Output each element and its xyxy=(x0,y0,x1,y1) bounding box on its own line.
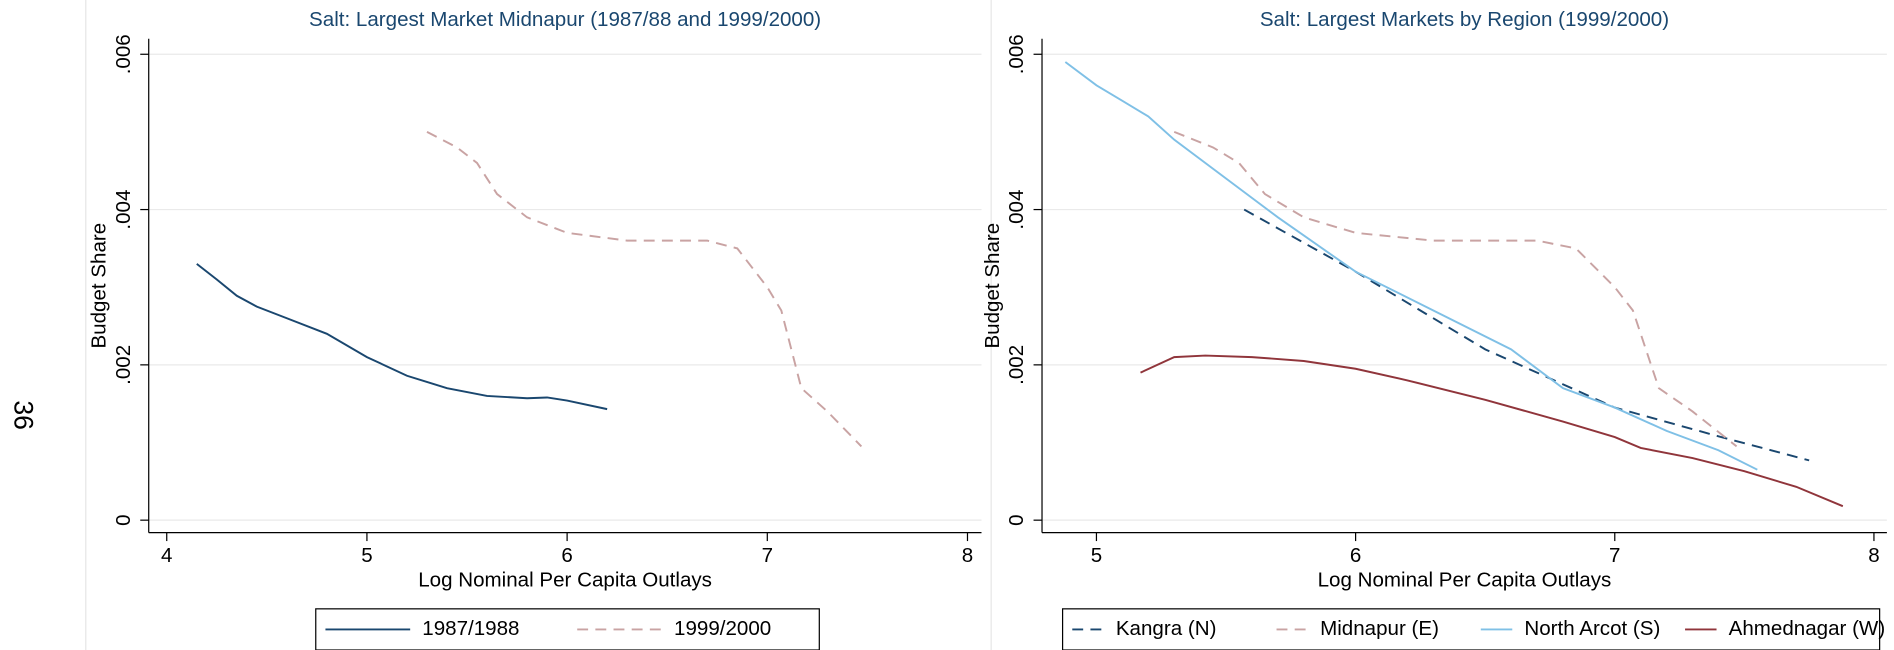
legend-label: Kangra (N) xyxy=(1116,617,1217,640)
series-line xyxy=(1243,208,1810,462)
chart-title: Salt: Largest Market Midnapur (1987/88 a… xyxy=(309,8,821,31)
legend-label: 1999/2000 xyxy=(674,617,771,640)
y-axis-title: Budget Share xyxy=(88,223,111,349)
x-tick-label: 5 xyxy=(1091,544,1102,567)
x-tick-label: 7 xyxy=(1609,544,1620,567)
x-axis-title: Log Nominal Per Capita Outlays xyxy=(1318,568,1612,591)
legend-box xyxy=(1061,608,1881,650)
y-axis-title: Budget Share xyxy=(981,223,1004,349)
y-tick-label: .002 xyxy=(112,345,135,385)
x-tick-label: 4 xyxy=(161,544,172,567)
y-tick-label: .004 xyxy=(112,190,135,230)
series-line xyxy=(1140,354,1844,508)
chart-title: Salt: Largest Markets by Region (1999/20… xyxy=(1260,8,1669,31)
x-tick-label: 7 xyxy=(762,544,773,567)
legend-label: Midnapur (E) xyxy=(1320,617,1439,640)
series-line xyxy=(1173,131,1738,448)
y-tick-label: .006 xyxy=(112,34,135,74)
legend-label: Ahmednagar (W) xyxy=(1729,617,1886,640)
series-line xyxy=(426,131,863,448)
legend-box xyxy=(315,608,820,650)
page-number: 36 xyxy=(9,400,39,430)
y-tick-label: 0 xyxy=(1005,514,1028,525)
x-tick-label: 8 xyxy=(1868,544,1879,567)
x-tick-label: 8 xyxy=(962,544,973,567)
x-tick-label: 6 xyxy=(1350,544,1361,567)
x-tick-label: 5 xyxy=(361,544,372,567)
series-line xyxy=(1064,61,1758,471)
y-tick-label: .006 xyxy=(1005,34,1028,74)
legend-label: 1987/1988 xyxy=(422,617,519,640)
y-tick-label: .004 xyxy=(1005,190,1028,230)
y-tick-label: .002 xyxy=(1005,345,1028,385)
legend-label: North Arcot (S) xyxy=(1524,617,1660,640)
y-tick-label: 0 xyxy=(112,514,135,525)
x-axis-title: Log Nominal Per Capita Outlays xyxy=(418,568,712,591)
x-tick-label: 6 xyxy=(561,544,572,567)
series-line xyxy=(196,263,608,411)
